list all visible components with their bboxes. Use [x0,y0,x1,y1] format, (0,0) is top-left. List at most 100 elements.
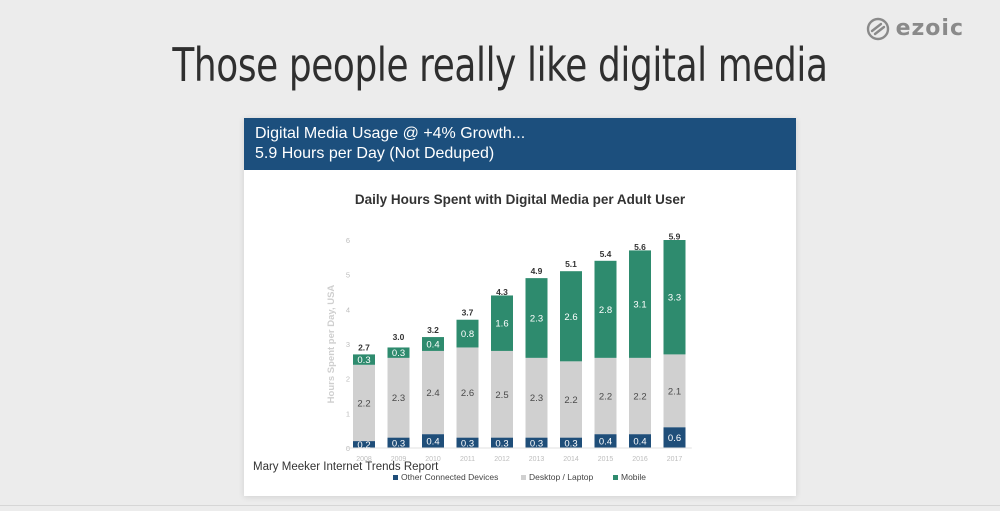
y-tick-label: 2 [346,375,350,384]
total-label: 4.9 [531,266,543,276]
data-label: 0.4 [633,437,646,448]
data-label: 2.3 [392,393,405,404]
total-label: 5.4 [600,249,612,259]
bar-segment [594,434,617,448]
total-label: 4.3 [496,287,508,297]
legend-swatch [521,475,526,480]
data-label: 0.6 [668,433,681,444]
data-label: 2.8 [599,305,612,316]
x-tick-label: 2013 [529,456,545,463]
card-header: Digital Media Usage @ +4% Growth... 5.9 … [244,118,796,170]
total-label: 5.9 [669,231,681,241]
x-tick-label: 2009 [391,456,407,463]
y-tick-label: 6 [346,236,350,245]
bar-segment [560,437,582,448]
slide-title: Those people really like digital media [172,38,828,92]
bar-segment [422,350,444,435]
header-line-1: Digital Media Usage @ +4% Growth... [255,125,526,142]
ezoic-logo: ezoic [866,16,964,41]
data-label: 2.1 [668,386,681,397]
divider [0,505,1000,506]
y-tick-label: 1 [346,409,350,418]
ezoic-logo-text: ezoic [895,16,964,41]
x-tick-label: 2015 [598,456,614,463]
data-label: 0.3 [461,438,474,449]
y-tick-label: 3 [346,340,350,349]
bar-segment [387,347,410,358]
data-label: 2.2 [633,392,646,403]
total-label: 3.7 [462,308,474,318]
bar-segment [387,357,410,438]
data-label: 0.4 [426,437,439,448]
data-label: 0.2 [357,440,370,451]
legend-swatch [393,475,398,480]
bar-segment [353,364,375,442]
total-label: 2.7 [358,342,370,352]
chart: Daily Hours Spent with Digital Media per… [326,192,692,482]
header-line-2: 5.9 Hours per Day (Not Deduped) [255,145,495,162]
total-label: 5.1 [565,259,577,269]
bar-segment [663,354,686,428]
x-tick-label: 2014 [563,456,579,463]
data-label: 0.3 [357,355,370,366]
bar-segment [629,434,651,448]
data-label: 0.4 [599,437,612,448]
x-tick-label: 2016 [632,456,648,463]
bar-segment [491,295,513,351]
bar-segment [525,437,548,448]
data-label: 2.3 [530,314,543,325]
bar-segment [456,437,479,448]
data-label: 0.4 [426,340,439,351]
data-label: 0.8 [461,329,474,340]
x-tick-label: 2017 [667,456,683,463]
data-label: 3.3 [668,293,681,304]
data-label: 2.5 [495,390,508,401]
total-label: 5.6 [634,242,646,252]
bar-segment [525,357,548,438]
legend-label: Other Connected Devices [401,472,498,482]
bar-segment [663,427,686,448]
source-note: Mary Meeker Internet Trends Report [253,461,439,473]
bar-segment [456,319,479,348]
chart-title: Daily Hours Spent with Digital Media per… [355,192,686,207]
data-label: 2.4 [426,388,439,399]
data-label: 0.3 [564,438,577,449]
data-label: 1.6 [495,319,508,330]
bar-segment [353,354,375,365]
data-label: 2.6 [461,388,474,399]
bar-segment [560,361,582,438]
data-label: 2.2 [357,398,370,409]
y-tick-label: 4 [346,305,350,314]
data-label: 0.3 [495,438,508,449]
bar-segment [663,240,686,355]
bar-segment [456,347,479,438]
data-label: 2.2 [564,395,577,406]
bar-segment [560,271,582,362]
data-label: 2.3 [530,393,543,404]
bar-segment [594,260,617,358]
data-label: 0.3 [392,348,405,359]
bar-segment [629,250,651,358]
bar-segment [387,437,410,448]
bar-segment [525,278,548,358]
x-tick-label: 2008 [356,456,372,463]
y-tick-label: 5 [346,271,350,280]
bar-segment [491,350,513,438]
data-label: 2.2 [599,392,612,403]
bar-segment [629,357,651,435]
data-label: 0.3 [392,438,405,449]
y-axis-label: Hours Spent per Day, USA [326,285,337,404]
legend-swatch [613,475,618,480]
data-label: 3.1 [633,300,646,311]
total-label: 3.0 [393,332,405,342]
x-tick-label: 2010 [425,456,441,463]
bar-segment [353,441,375,448]
x-tick-label: 2012 [494,456,510,463]
data-label: 0.3 [530,438,543,449]
bar-segment [422,434,444,448]
bar-segment [422,337,444,351]
x-tick-label: 2011 [460,456,475,463]
bar-segment [491,437,513,448]
bar-segment [594,357,617,435]
data-label: 2.6 [564,312,577,323]
